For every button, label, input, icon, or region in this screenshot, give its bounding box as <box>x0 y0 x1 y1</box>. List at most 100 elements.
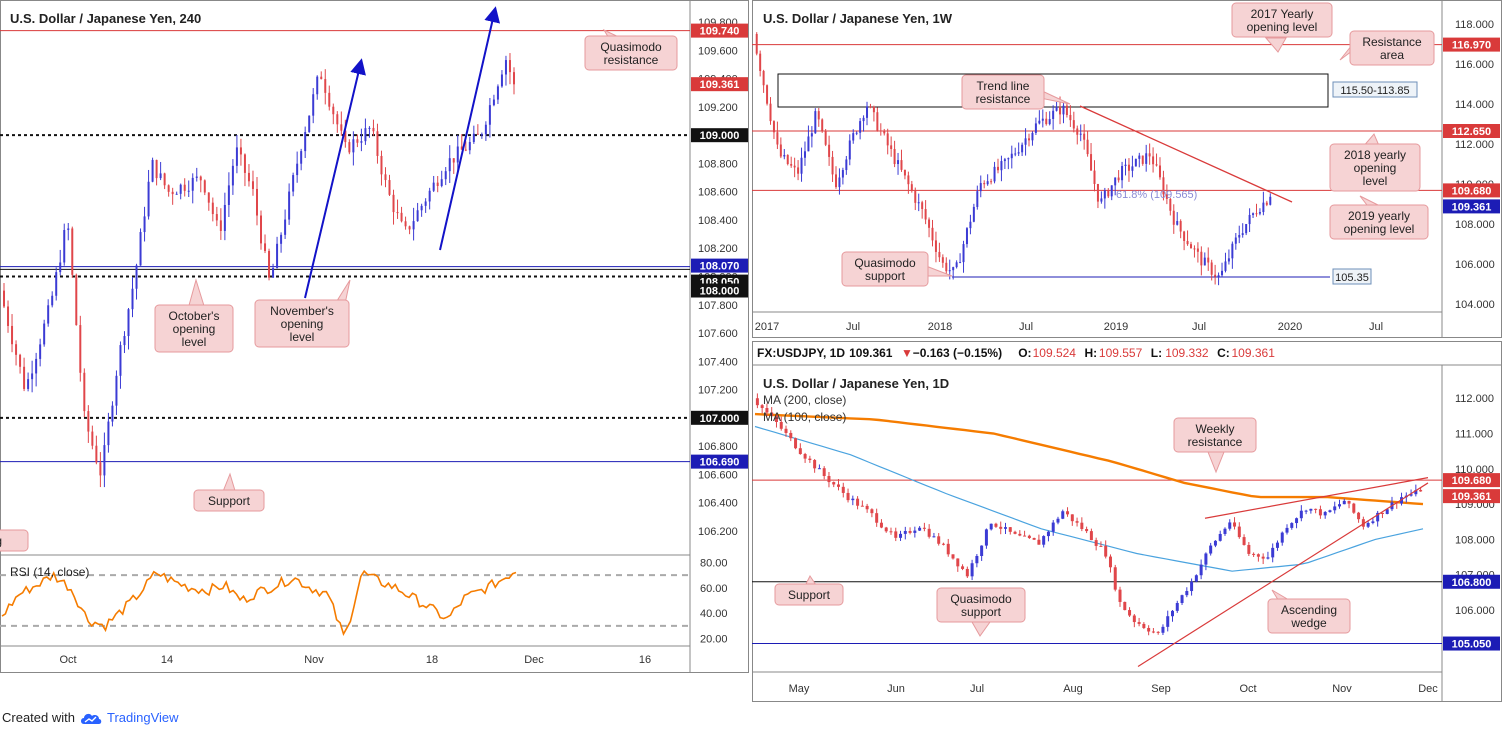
daily-candle <box>1323 512 1327 516</box>
h4-candle <box>408 226 411 230</box>
weekly-candle <box>1203 257 1206 266</box>
h4-candle <box>368 127 371 129</box>
h4-candle <box>95 445 98 463</box>
daily-callout-quasimodo-line-1: support <box>961 605 1002 619</box>
h4-candle <box>316 76 319 95</box>
weekly-candle <box>1207 257 1210 263</box>
h4-candle <box>123 336 126 346</box>
weekly-callout-2017-box <box>1231 2 1333 38</box>
h4-candle <box>75 274 78 326</box>
weekly-candle <box>1028 138 1031 141</box>
h4-candle <box>396 212 399 214</box>
weekly-callout-2019-box <box>1329 204 1429 240</box>
daily-candle <box>798 448 802 455</box>
daily-price-tag-1-bg <box>1443 489 1500 504</box>
rsi-label: RSI (14, close) <box>10 565 89 579</box>
daily-header-part-8: L: <box>1151 346 1162 360</box>
daily-x-tick: May <box>789 683 810 695</box>
weekly-candle <box>852 133 855 141</box>
tradingview-cloud-icon <box>80 713 102 724</box>
weekly-candle <box>1014 153 1017 155</box>
weekly-price-tag-3: 109.361 <box>1452 201 1492 213</box>
daily-candle <box>961 566 965 569</box>
daily-callout-wedge-line-0: Ascending <box>1281 603 1337 617</box>
h4-candle <box>255 188 258 216</box>
weekly-candle <box>1076 128 1079 135</box>
weekly-candle <box>934 240 937 252</box>
daily-candle <box>1285 527 1289 533</box>
daily-callout-weekly-box <box>1173 417 1257 453</box>
weekly-candle <box>1200 251 1203 266</box>
daily-y-tick: 106.000 <box>1455 605 1495 617</box>
weekly-callout-trendline-line-0: Trend line <box>977 79 1030 93</box>
daily-candle <box>1147 627 1151 632</box>
daily-candle <box>856 498 860 506</box>
weekly-callout-resistance-line-0: Resistance <box>1362 35 1422 49</box>
weekly-candle <box>928 219 931 228</box>
h4-callout-support-line-0: Support <box>208 494 251 508</box>
h4-y-tick: 108.800 <box>698 158 738 170</box>
weekly-y-tick: 108.000 <box>1455 219 1495 231</box>
weekly-candle <box>793 165 796 168</box>
h4-candle <box>191 177 194 191</box>
h4-callout-quasimodo-line-0: Quasimodo <box>600 40 662 54</box>
h4-x-tick: 16 <box>639 654 651 666</box>
weekly-candle <box>1086 139 1089 155</box>
daily-candle <box>984 529 988 546</box>
daily-header: FX:USDJPY, 1D 109.361 ▼ −0.163 (−0.15%) O: 10… <box>757 346 1275 360</box>
h4-candle <box>432 182 435 191</box>
h4-candle <box>272 268 275 278</box>
weekly-candle <box>986 181 989 185</box>
h4-candle <box>296 163 299 176</box>
weekly-candle <box>1107 190 1110 197</box>
daily-ma100-label: MA (100, close) <box>763 410 846 424</box>
h4-candle <box>292 175 295 192</box>
h4-candle <box>380 155 383 175</box>
weekly-candle <box>1114 177 1117 186</box>
weekly-candle <box>879 130 882 132</box>
h4-candle <box>27 379 30 389</box>
h4-candle <box>67 228 70 231</box>
daily-candle <box>1242 537 1246 545</box>
daily-title: U.S. Dollar / Japanese Yen, 1D <box>763 376 949 391</box>
weekly-candle <box>1217 275 1220 277</box>
weekly-candle <box>979 183 982 192</box>
weekly-callout-resistance-box <box>1349 30 1435 66</box>
weekly-y-tick: 112.000 <box>1455 139 1494 151</box>
tradingview-brand[interactable]: TradingView <box>106 710 179 725</box>
weekly-candle <box>1210 262 1213 275</box>
daily-candle <box>1280 532 1284 543</box>
h4-candle <box>131 288 134 310</box>
weekly-candle <box>1148 153 1151 157</box>
h4-impulse-arrow-2 <box>439 6 501 251</box>
h4-x-tick: Nov <box>304 654 324 666</box>
daily-candle <box>832 482 836 485</box>
daily-candles <box>755 393 1423 636</box>
daily-candle <box>1190 581 1194 592</box>
rsi-tick: 60.00 <box>700 583 728 595</box>
daily-header-part-2: ▼ <box>901 346 913 360</box>
h4-price-tag-3-bg <box>691 258 748 273</box>
h4-x-tick: Oct <box>59 654 76 666</box>
daily-x-tick: Dec <box>1418 683 1438 695</box>
weekly-candles <box>755 32 1272 286</box>
h4-price-tag-0: 109.740 <box>700 26 740 38</box>
weekly-callout-quasimodo-line-0: Quasimodo <box>854 256 916 270</box>
daily-wedge-upper <box>1204 477 1429 519</box>
daily-candle <box>1085 529 1089 532</box>
weekly-callout-2017-tail <box>1264 37 1287 53</box>
h4-price-tag-7: 106.690 <box>700 457 740 469</box>
weekly-candle <box>965 228 968 245</box>
daily-candle <box>1166 616 1170 627</box>
weekly-candle <box>800 157 803 174</box>
h4-candle <box>139 232 142 266</box>
h4-candle <box>103 445 106 476</box>
weekly-callout-2018-line-1: opening <box>1354 161 1397 175</box>
weekly-callout-trendline-line-1: resistance <box>976 92 1031 106</box>
h4-price-tag-1: 109.361 <box>700 79 740 91</box>
h4-candle <box>147 181 150 217</box>
h4-candle <box>227 185 230 205</box>
daily-header-part-10: C: <box>1217 346 1230 360</box>
daily-header-part-11: 109.361 <box>1232 346 1276 360</box>
